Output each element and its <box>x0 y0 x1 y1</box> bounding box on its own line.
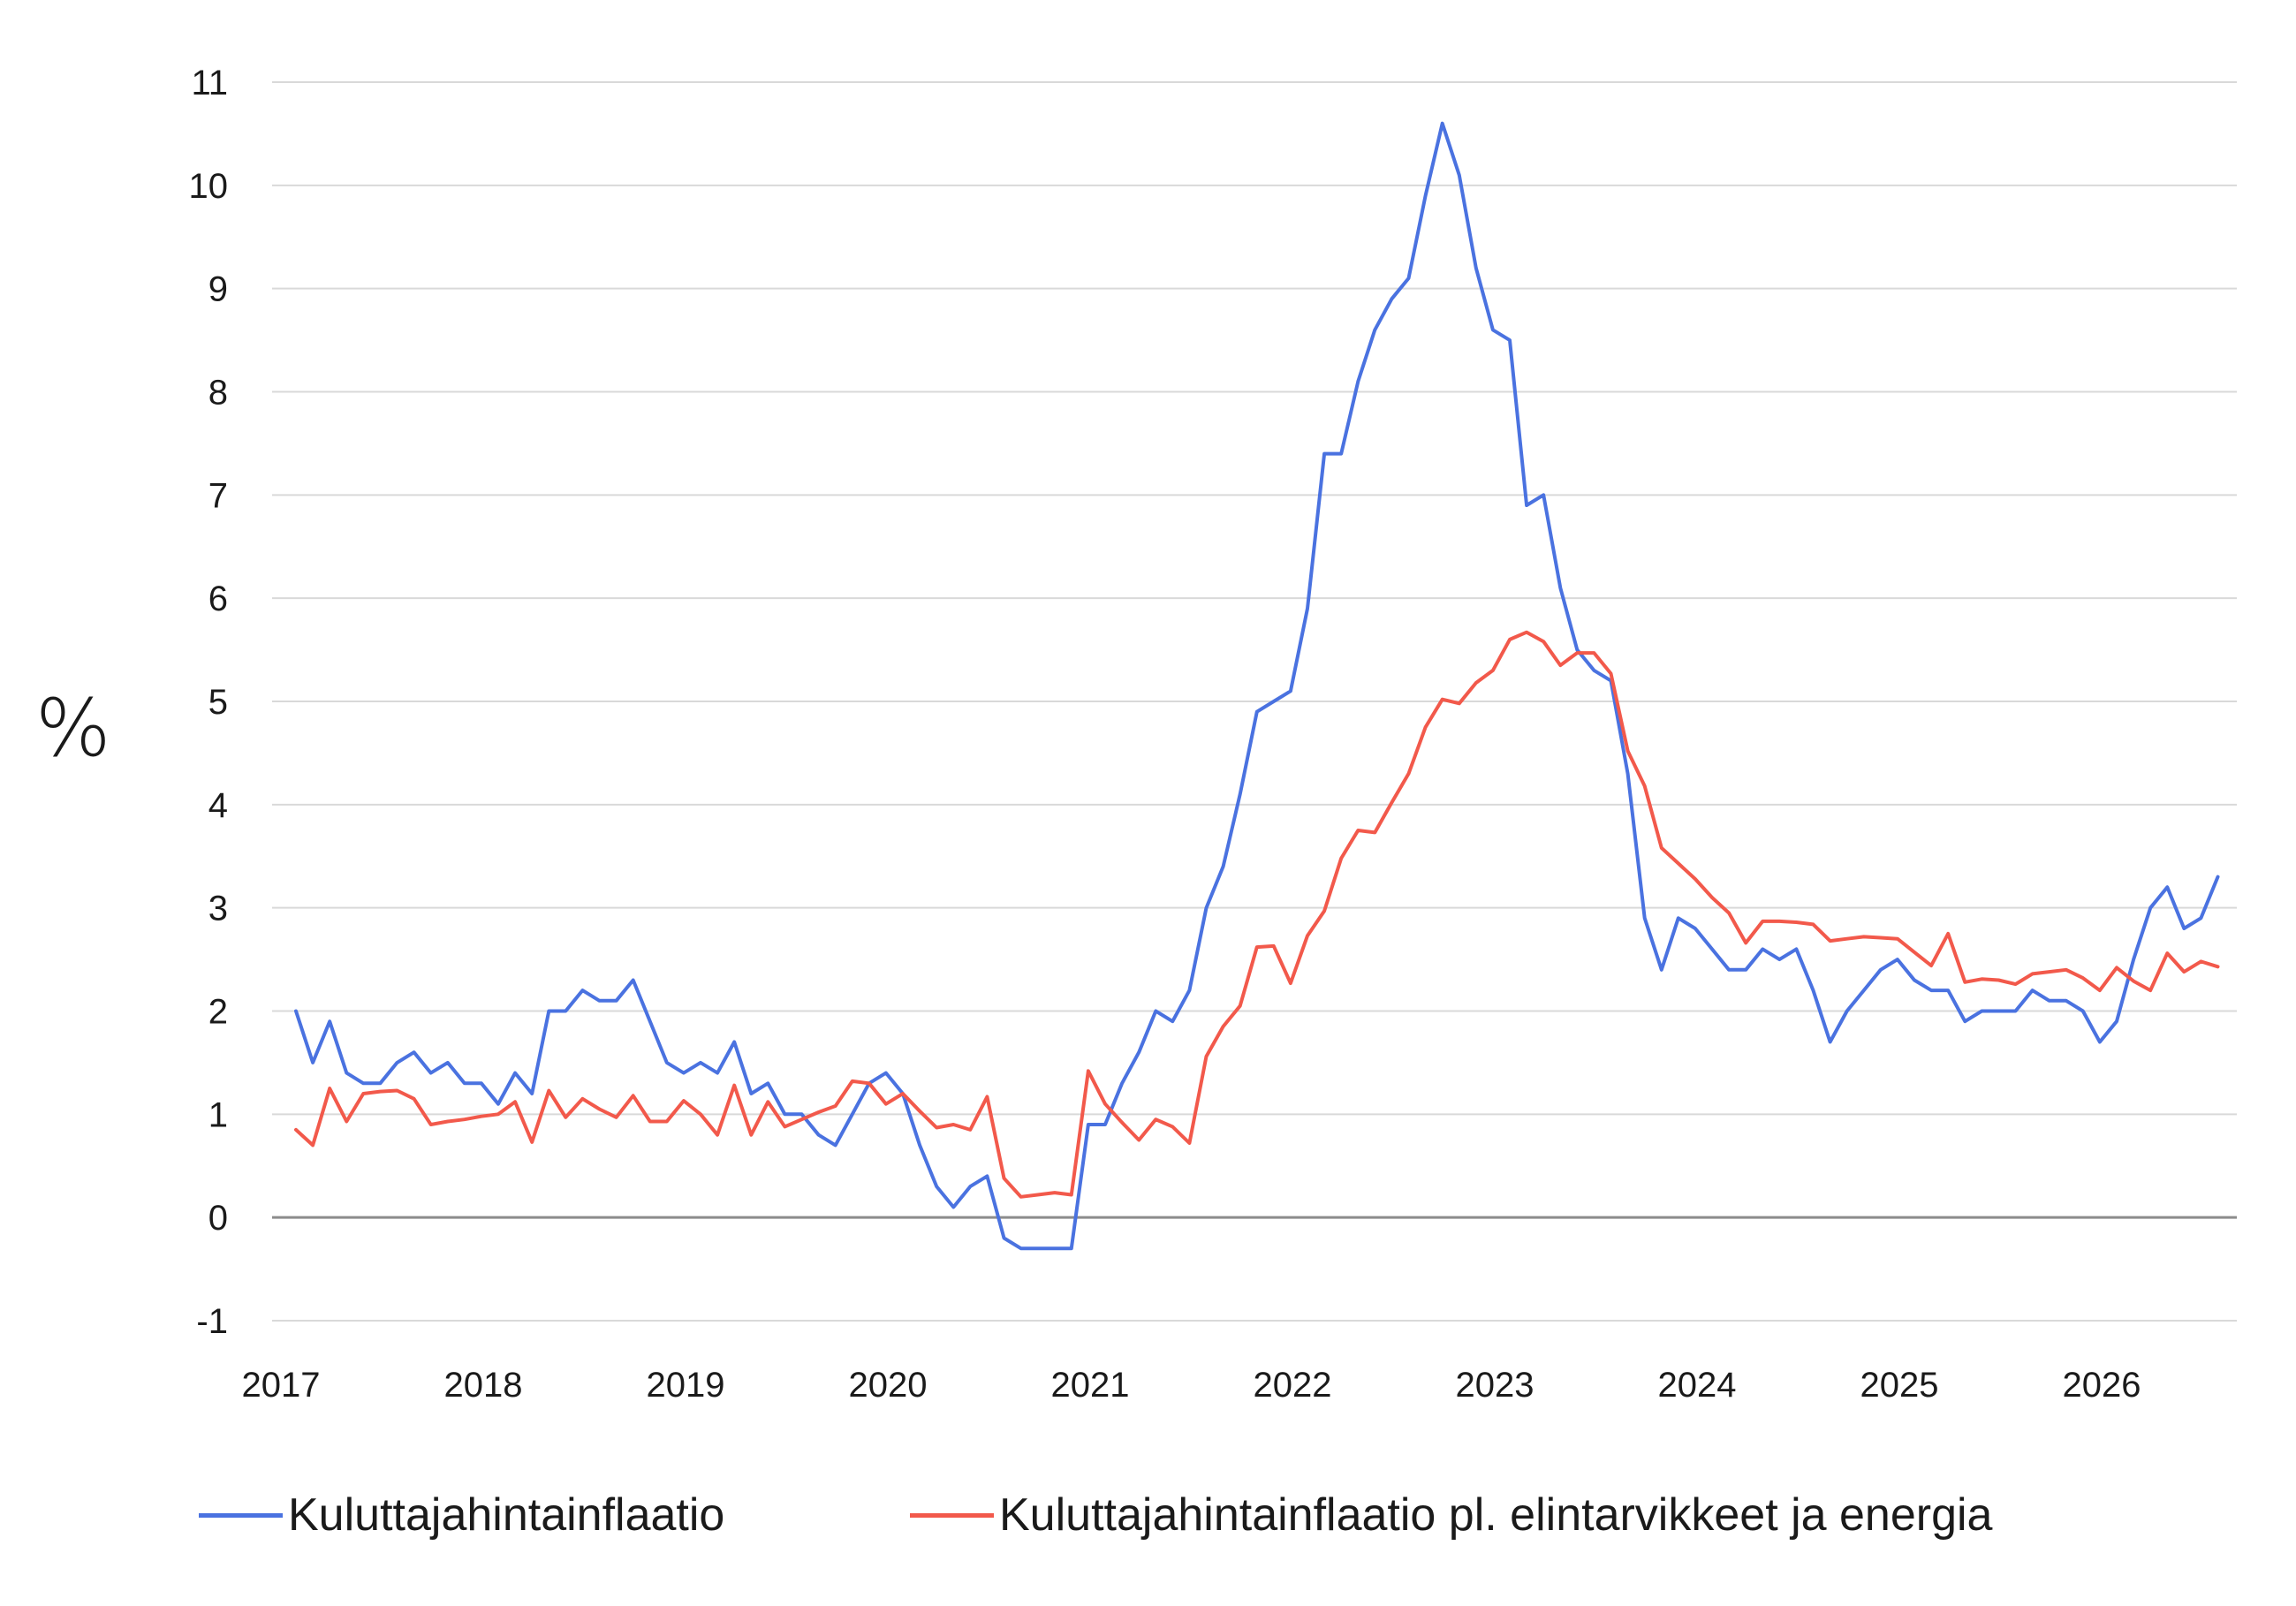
y-tick-label: 6 <box>208 580 228 618</box>
x-tick-label: 2025 <box>1860 1366 1939 1405</box>
y-tick-label: 9 <box>208 270 228 309</box>
legend-swatch-core-cpi <box>910 1512 994 1518</box>
legend-label-core-cpi: Kuluttajahintainflaatio pl. elintarvikke… <box>999 1489 1993 1541</box>
legend-item-cpi: Kuluttajahintainflaatio <box>199 1489 724 1542</box>
x-tick-label: 2022 <box>1254 1366 1332 1405</box>
x-tick-label: 2024 <box>1658 1366 1737 1405</box>
y-tick-label: -1 <box>196 1302 228 1341</box>
y-tick-label: 8 <box>208 374 228 413</box>
y-tick-label: 0 <box>208 1199 228 1238</box>
y-tick-label: 10 <box>189 167 229 206</box>
y-tick-label: 2 <box>208 993 228 1032</box>
x-tick-label: 2017 <box>242 1366 321 1405</box>
y-tick-label: 1 <box>208 1095 228 1134</box>
x-tick-label: 2021 <box>1051 1366 1130 1405</box>
legend-label-cpi: Kuluttajahintainflaatio <box>288 1489 725 1541</box>
gridlines <box>272 81 2237 1322</box>
legend-swatch-cpi <box>199 1512 283 1518</box>
y-tick-label: 4 <box>208 786 228 825</box>
x-tick-label: 2019 <box>647 1366 725 1405</box>
series-line-core-cpi <box>294 630 2220 1199</box>
y-tick-labels: -1 0 1 2 3 4 5 6 7 8 9 10 11 <box>189 64 229 1341</box>
x-tick-label: 2020 <box>849 1366 928 1405</box>
y-tick-label: 7 <box>208 476 228 515</box>
y-axis-label: % <box>35 682 111 775</box>
y-tick-label: 5 <box>208 683 228 722</box>
x-tick-label: 2018 <box>444 1366 523 1405</box>
x-tick-labels: 2017 2018 2019 2020 2021 2022 2023 2024 2025 2026 <box>242 1366 2141 1405</box>
x-tick-label: 2023 <box>1456 1366 1534 1405</box>
legend-item-core-cpi: Kuluttajahintainflaatio pl. elintarvikke… <box>910 1489 1992 1542</box>
legend: Kuluttajahintainflaatio Kuluttajahintain… <box>0 1489 2296 1542</box>
series-lines <box>294 121 2220 1251</box>
series-line-cpi <box>294 121 2220 1251</box>
y-tick-label: 11 <box>191 64 228 102</box>
x-tick-label: 2026 <box>2063 1366 2141 1405</box>
y-tick-label: 3 <box>208 890 228 928</box>
